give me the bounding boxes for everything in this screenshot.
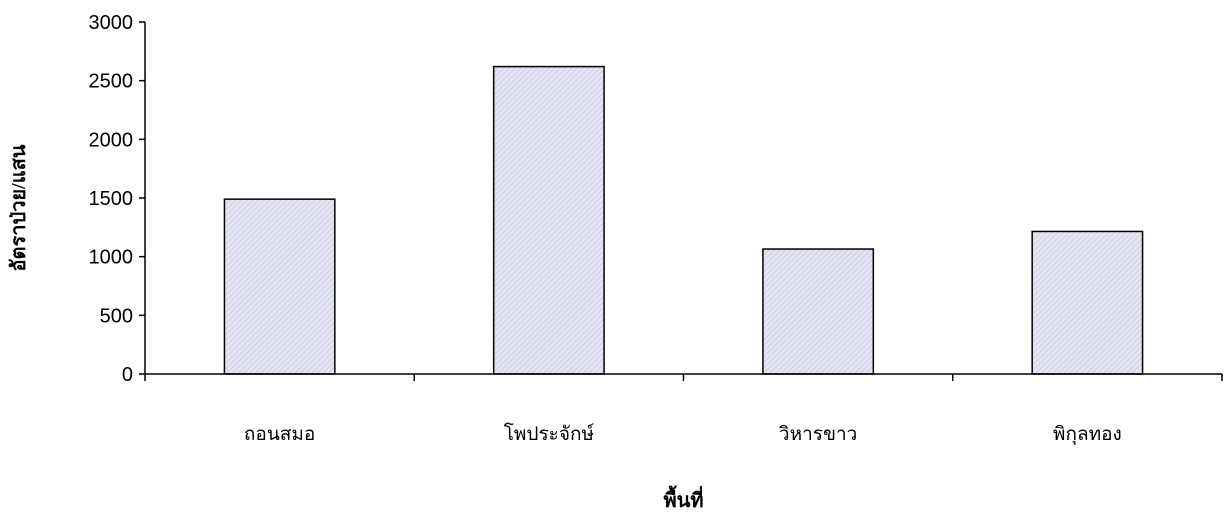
x-category-label: ถอนสมอ [244, 424, 315, 445]
y-tick-label: 500 [100, 305, 133, 327]
x-category-label: วิหารขาว [779, 424, 858, 445]
y-tick-label: 0 [122, 364, 133, 386]
bar-3 [762, 248, 875, 375]
y-axis-title: อัตราป่วย/แสน [8, 144, 30, 271]
y-tick-label: 2500 [89, 71, 134, 93]
y-tick-label: 1500 [89, 188, 134, 210]
x-category-label: พิกุลทอง [1053, 424, 1122, 446]
bar-4 [1031, 230, 1144, 375]
x-category-label: โพประจักษ์ [504, 422, 595, 445]
y-tick-label: 3000 [89, 12, 134, 34]
y-tick-label: 2000 [89, 129, 134, 151]
bar-1 [223, 198, 336, 375]
y-tick-label: 1000 [89, 247, 134, 269]
x-axis-title: พื้นที่ [663, 485, 703, 512]
bar-2 [492, 65, 605, 375]
